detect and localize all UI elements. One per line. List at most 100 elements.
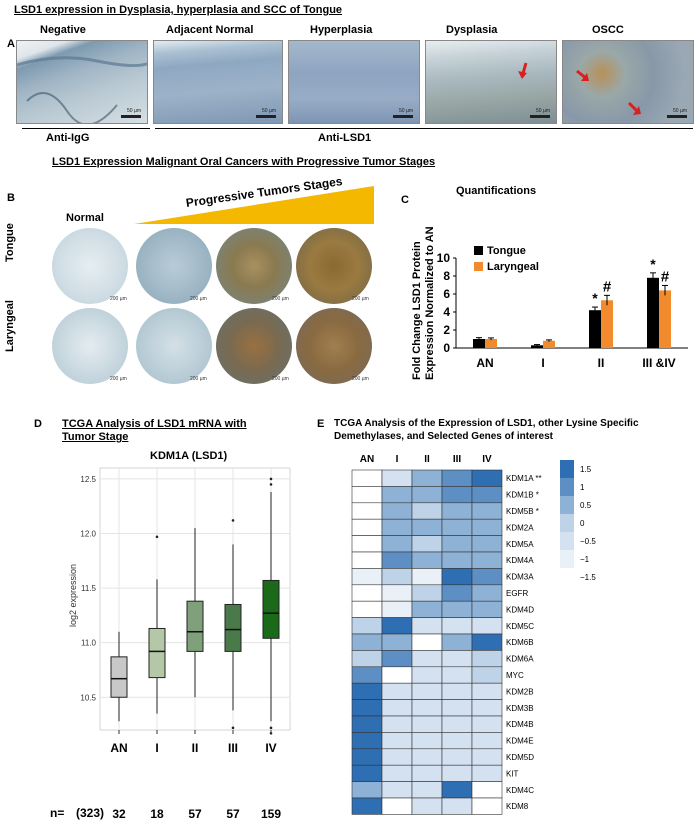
heatmap-cell — [381, 699, 413, 717]
heatmap-cell — [381, 633, 413, 651]
heatmap-cell — [471, 699, 503, 717]
y-tick-label: 8 — [443, 269, 450, 283]
n-value: 159 — [261, 807, 281, 821]
row-label: KDM5C — [506, 622, 534, 631]
legend-tick-label: 0.5 — [580, 501, 592, 510]
legend-swatch — [560, 478, 574, 496]
scale-label: 50 µm — [536, 108, 550, 114]
x-tick-label: I — [155, 741, 158, 755]
x-tick-label: IV — [265, 741, 276, 755]
heatmap-cell — [411, 600, 443, 618]
panel-b-letter: B — [7, 192, 15, 204]
bar-tongue — [647, 277, 659, 348]
column-label: AN — [360, 454, 374, 465]
row-label: EGFR — [506, 589, 528, 598]
scale-label: 200 µm — [110, 296, 127, 302]
outlier-point — [155, 535, 159, 539]
heatmap-cell — [471, 617, 503, 635]
heatmap-cell — [381, 764, 413, 782]
scale-label: 50 µm — [399, 108, 413, 114]
bar-laryngeal — [601, 300, 613, 348]
heatmap-cell — [471, 748, 503, 766]
box-iii — [224, 603, 242, 652]
box-an — [110, 656, 128, 698]
heatmap-cell — [351, 617, 383, 635]
scale-label: 50 µm — [673, 108, 687, 114]
heatmap-cell — [441, 682, 473, 700]
heatmap-cell — [411, 715, 443, 733]
outlier-point — [269, 477, 273, 481]
heatmap-cell — [411, 518, 443, 536]
x-tick-label: III &IV — [642, 356, 675, 370]
outlier-point — [269, 483, 273, 486]
legend-label-tongue: Tongue — [487, 245, 526, 257]
legend-swatch — [560, 496, 574, 514]
scale-bar — [256, 115, 276, 118]
bar-tongue — [589, 310, 601, 348]
heatmap-cell — [411, 535, 443, 553]
tissue-core-laryngeal-normal — [52, 308, 128, 384]
heatmap-cell — [411, 469, 443, 487]
panel-a-letter: A — [7, 38, 15, 50]
anti-igg-line — [22, 128, 150, 129]
x-tick-label: II — [192, 741, 199, 755]
legend-tick-label: −1 — [580, 555, 590, 564]
column-label: II — [424, 454, 430, 465]
heatmap-cell — [411, 486, 443, 504]
normal-label: Normal — [66, 212, 104, 224]
heatmap-cell — [351, 535, 383, 553]
y-tick-label: 4 — [443, 305, 450, 319]
legend-swatch — [560, 532, 574, 550]
heatmap-cell — [441, 502, 473, 520]
scale-label: 200 µm — [272, 376, 289, 382]
scale-label: 200 µm — [110, 376, 127, 382]
bar-laryngeal — [543, 340, 555, 348]
micrograph-dysplasia: 50 µm — [425, 40, 557, 124]
heatmap-cell — [411, 650, 443, 668]
heatmap-cell — [441, 764, 473, 782]
row-label: KDM4D — [506, 605, 534, 614]
row-label: KDM5D — [506, 753, 534, 762]
heatmap-cell — [381, 518, 413, 536]
heatmap-cell — [381, 682, 413, 700]
scale-label: 200 µm — [190, 296, 207, 302]
heatmap-cell — [441, 551, 473, 569]
scale-label: 200 µm — [352, 296, 369, 302]
heatmap-cell — [381, 650, 413, 668]
panel-e-title-line1: TCGA Analysis of the Expression of LSD1,… — [334, 418, 639, 429]
heatmap-cell — [351, 551, 383, 569]
row-label-tongue: Tongue — [4, 223, 16, 262]
heatmap-cell — [381, 551, 413, 569]
chart-c-title: Quantifications — [456, 185, 537, 197]
anti-lsd1-line — [155, 128, 693, 129]
legend-swatch-laryngeal — [474, 262, 483, 271]
heatmap-cell — [351, 568, 383, 586]
tissue-core-tongue-normal — [52, 228, 128, 304]
heatmap-cell — [411, 502, 443, 520]
row-label: KDM5A — [506, 540, 534, 549]
heatmap-cell — [441, 600, 473, 618]
legend-swatch-tongue — [474, 246, 483, 255]
heatmap-cell — [381, 469, 413, 487]
y-tick-label: 11.5 — [81, 584, 97, 593]
heatmap-cell — [351, 502, 383, 520]
row-label: KDM8 — [506, 802, 529, 811]
x-tick-label: II — [598, 356, 605, 370]
outlier-point — [231, 519, 235, 522]
x-tick-label: AN — [110, 741, 127, 755]
heatmap-cell — [471, 568, 503, 586]
heatmap-cell — [381, 732, 413, 750]
row-label: KDM1B * — [506, 491, 539, 500]
scale-label: 200 µm — [190, 376, 207, 382]
heatmap-cell — [441, 633, 473, 651]
y-tick-label: 0 — [443, 341, 450, 355]
heatmap-cell — [471, 633, 503, 651]
panel-d-title-line2: Tumor Stage — [62, 431, 129, 443]
legend-swatch — [560, 514, 574, 532]
panel-e-letter: E — [317, 418, 325, 430]
heatmap-cell — [411, 666, 443, 684]
y-tick-label: 10.5 — [80, 693, 96, 702]
heatmap-cell — [411, 699, 443, 717]
